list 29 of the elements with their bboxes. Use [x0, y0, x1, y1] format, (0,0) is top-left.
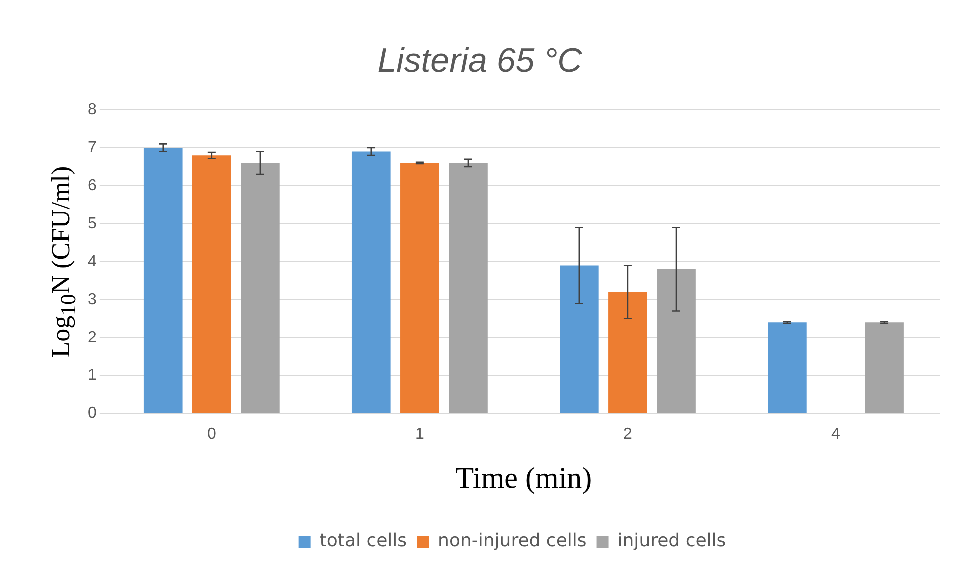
x-tick-label: 2 — [624, 426, 633, 443]
legend-label: injured cells — [618, 530, 726, 552]
chart-title: Listeria 65 °C — [376, 42, 584, 81]
bar — [241, 163, 280, 414]
y-tick-label: 7 — [88, 139, 97, 156]
y-tick-label: 3 — [88, 291, 97, 308]
y-tick-label: 6 — [88, 177, 97, 194]
legend-label: non-injured cells — [438, 530, 587, 552]
y-tick-label: 0 — [88, 405, 97, 422]
bar — [560, 266, 599, 414]
x-tick-label: 4 — [832, 426, 841, 443]
y-tick-label: 1 — [88, 367, 97, 384]
bar — [400, 163, 440, 414]
bar — [865, 322, 904, 414]
legend-label: total cells — [320, 530, 408, 552]
bar — [768, 322, 807, 414]
y-tick-label: 8 — [88, 101, 97, 118]
bar — [144, 148, 183, 414]
x-tick-label: 1 — [415, 426, 424, 443]
y-tick-label: 4 — [88, 253, 97, 270]
bar — [192, 156, 232, 414]
y-tick-label: 2 — [88, 329, 97, 346]
bar — [657, 269, 696, 414]
bar — [449, 163, 488, 414]
x-axis-title: Time (min) — [456, 462, 592, 495]
y-tick-label: 5 — [88, 215, 97, 232]
bar — [608, 292, 648, 414]
x-tick-label: 0 — [207, 426, 216, 443]
bar — [352, 152, 391, 414]
